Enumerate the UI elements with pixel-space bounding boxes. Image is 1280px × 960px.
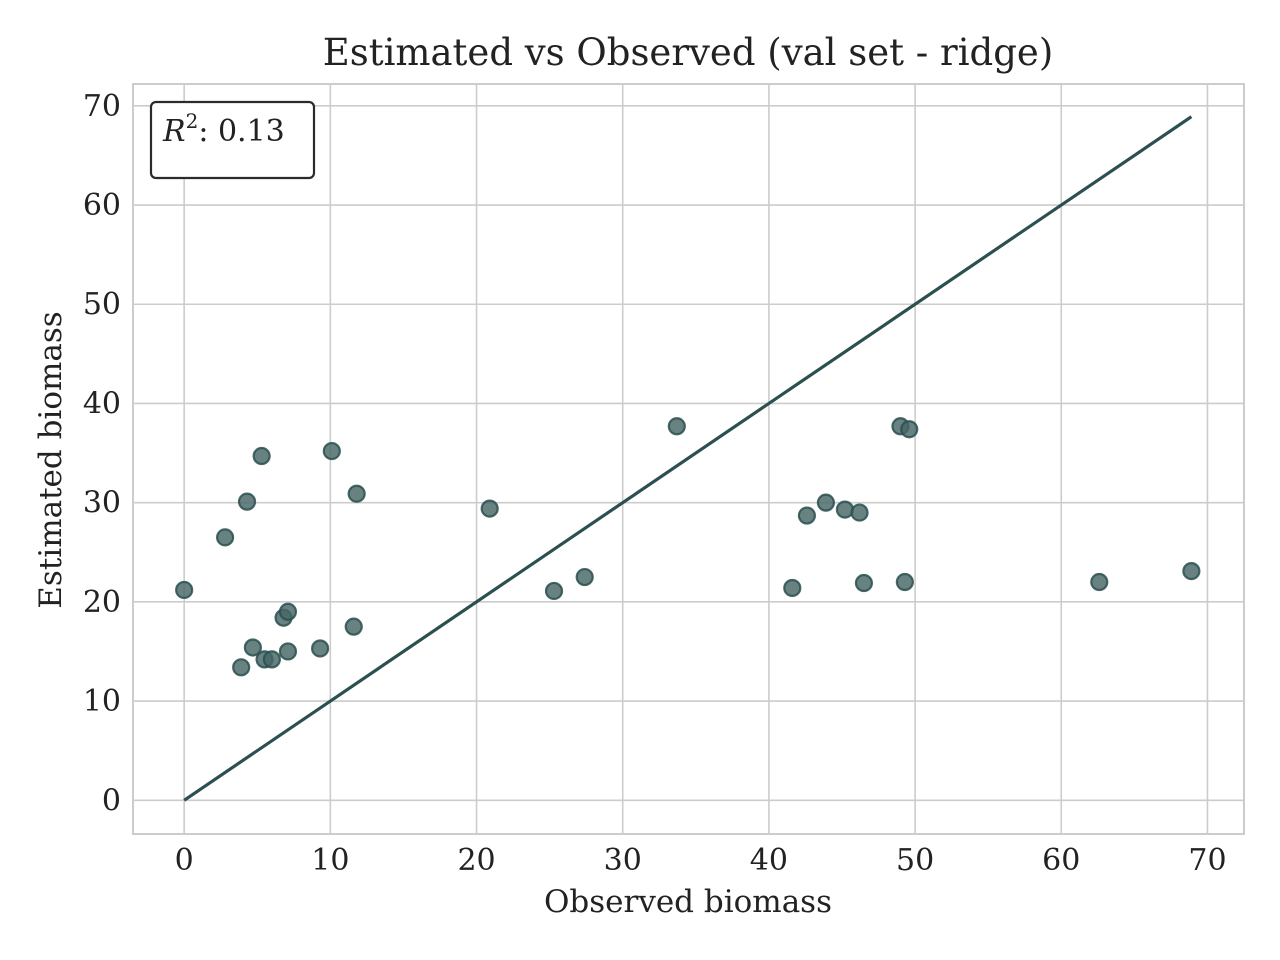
- data-point: [835, 500, 855, 519]
- x-tick-label: 40: [750, 843, 788, 878]
- x-tick-label: 20: [457, 843, 495, 878]
- data-point: [1090, 572, 1109, 592]
- data-point: [544, 581, 564, 601]
- data-point: [237, 492, 257, 511]
- data-point: [667, 417, 686, 436]
- x-axis-label: Observed biomass: [544, 884, 832, 920]
- plot-frame: [132, 83, 1245, 835]
- data-point: [262, 650, 281, 669]
- y-tick-label: 30: [83, 486, 121, 521]
- y-tick-label: 20: [83, 585, 121, 620]
- data-point: [243, 638, 262, 657]
- data-point: [311, 639, 330, 658]
- data-point: [322, 441, 341, 461]
- data-point: [783, 578, 802, 598]
- y-tick-labels: 0 10 20 30 40 50 60 70: [83, 89, 121, 818]
- y-tick-label: 70: [83, 89, 121, 124]
- data-point: [797, 506, 817, 525]
- data-point: [895, 572, 914, 592]
- r2-superscript: 2: [186, 109, 199, 133]
- data-point: [232, 658, 251, 677]
- y-tick-label: 60: [83, 188, 121, 223]
- x-tick-label: 0: [175, 843, 194, 878]
- r2-symbol: R: [162, 114, 186, 149]
- data-point: [278, 642, 298, 661]
- x-tick-label: 10: [311, 843, 349, 878]
- x-tick-label: 70: [1188, 843, 1226, 878]
- grid-lines: [133, 84, 1244, 834]
- x-tick-labels: 0 10 20 30 40 50 60 70: [175, 843, 1227, 878]
- r2-annotation-box: [149, 100, 316, 180]
- r2-value: : 0.13: [198, 114, 284, 149]
- y-tick-label: 40: [83, 386, 121, 421]
- y-tick-label: 50: [83, 287, 121, 322]
- y-axis-label: Estimated biomass: [33, 311, 69, 608]
- r2-annotation: R2: 0.13: [149, 100, 316, 180]
- r2-annotation-text: R2: 0.13: [162, 109, 285, 149]
- data-point: [854, 573, 874, 593]
- y-tick-label: 0: [102, 783, 121, 818]
- reference-line-layer: [183, 115, 1193, 802]
- x-tick-label: 50: [896, 843, 934, 878]
- data-point: [344, 617, 363, 636]
- x-tick-label: 30: [604, 843, 642, 878]
- data-point: [278, 602, 298, 621]
- y-tick-label: 10: [83, 684, 121, 719]
- data-point: [900, 420, 919, 439]
- data-point: [252, 446, 271, 466]
- x-tick-label: 60: [1042, 843, 1080, 878]
- chart-title: Estimated vs Observed (val set - ridge): [323, 31, 1054, 74]
- data-point: [175, 580, 194, 600]
- data-point: [816, 493, 836, 512]
- identity-line: [183, 115, 1193, 802]
- data-point: [1182, 562, 1201, 581]
- data-point: [480, 499, 499, 518]
- data-point: [347, 484, 366, 503]
- data-points: [175, 417, 1201, 677]
- data-point: [215, 528, 235, 547]
- data-point: [850, 503, 869, 522]
- data-point: [575, 567, 594, 587]
